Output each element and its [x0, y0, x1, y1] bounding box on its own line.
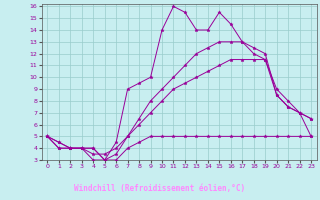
Text: Windchill (Refroidissement éolien,°C): Windchill (Refroidissement éolien,°C)	[75, 184, 245, 192]
